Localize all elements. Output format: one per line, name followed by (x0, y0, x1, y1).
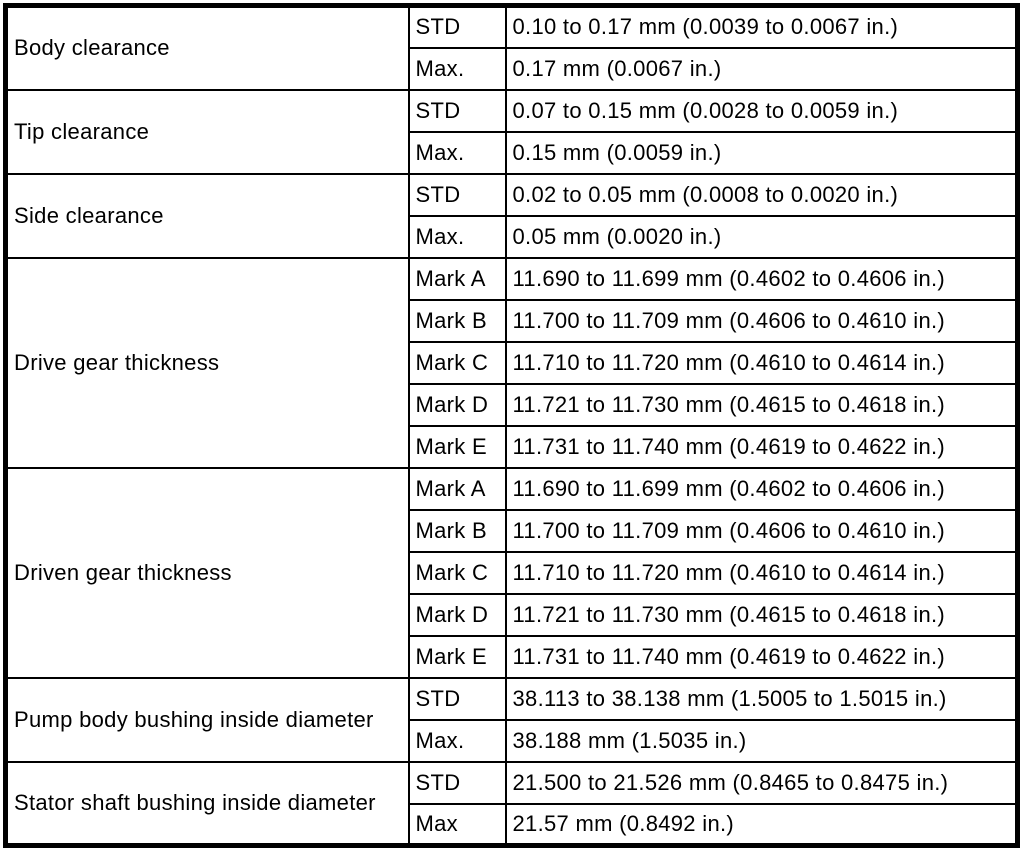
value-cell: 0.02 to 0.05 mm (0.0008 to 0.0020 in.) (504, 172, 1019, 217)
parameter-cell: Drive gear thickness (4, 256, 410, 469)
value-cell: 11.710 to 11.720 mm (0.4610 to 0.4614 in… (504, 550, 1019, 595)
table-row: Driven gear thickness Mark A 11.690 to 11.… (4, 466, 1019, 679)
condition-cell: Mark B (407, 508, 507, 553)
value-cell: 11.700 to 11.709 mm (0.4606 to 0.4610 in… (504, 508, 1019, 553)
condition-cell: Max. (407, 214, 507, 259)
value-cell: 38.113 to 38.138 mm (1.5005 to 1.5015 in… (504, 676, 1019, 721)
specifications-table: Body clearance STD 0.10 to 0.17 mm (0.0039… (3, 3, 1020, 848)
condition-cell: STD (407, 676, 507, 721)
spec-table-body: Body clearance STD 0.10 to 0.17 mm (0.0039… (4, 4, 1019, 847)
parameter-cell: Driven gear thickness (4, 466, 410, 679)
condition-cell: Mark C (407, 550, 507, 595)
table-row: Mark E 11.731 to 11.740 mm (0.4619 to 0.4… (6, 424, 1019, 469)
condition-cell: Max (407, 802, 507, 847)
value-cell: 11.731 to 11.740 mm (0.4619 to 0.4622 in… (504, 424, 1019, 469)
value-cell: 0.05 mm (0.0020 in.) (504, 214, 1019, 259)
condition-cell: Mark E (407, 634, 507, 679)
value-cell: 11.700 to 11.709 mm (0.4606 to 0.4610 in… (504, 298, 1019, 343)
table-row: Mark D 11.721 to 11.730 mm (0.4615 to 0.4… (6, 592, 1019, 637)
value-cell: 11.690 to 11.699 mm (0.4602 to 0.4606 in… (504, 466, 1019, 511)
condition-cell: STD (407, 172, 507, 217)
table-row: Max 21.57 mm (0.8492 in.) (6, 802, 1019, 847)
condition-cell: STD (407, 760, 507, 805)
value-cell: 0.15 mm (0.0059 in.) (504, 130, 1019, 175)
value-cell: 11.721 to 11.730 mm (0.4615 to 0.4618 in… (504, 592, 1019, 637)
table-row: Mark B 11.700 to 11.709 mm (0.4606 to 0.4… (6, 298, 1019, 343)
condition-cell: STD (407, 4, 507, 49)
value-cell: 38.188 mm (1.5035 in.) (504, 718, 1019, 763)
condition-cell: Mark D (407, 382, 507, 427)
condition-cell: Max. (407, 130, 507, 175)
value-cell: 21.500 to 21.526 mm (0.8465 to 0.8475 in… (504, 760, 1019, 805)
condition-cell: Mark A (407, 466, 507, 511)
condition-cell: Mark A (407, 256, 507, 301)
value-cell: 0.10 to 0.17 mm (0.0039 to 0.0067 in.) (504, 4, 1019, 49)
parameter-cell: Body clearance (4, 4, 410, 91)
table-row: Body clearance STD 0.10 to 0.17 mm (0.0039… (4, 4, 1019, 91)
table-row: Max. 38.188 mm (1.5035 in.) (6, 718, 1019, 763)
value-cell: 11.721 to 11.730 mm (0.4615 to 0.4618 in… (504, 382, 1019, 427)
table-row: Stator shaft bushing inside diameter STD 2… (4, 760, 1019, 847)
table-row: Mark E 11.731 to 11.740 mm (0.4619 to 0.4… (6, 634, 1019, 679)
value-cell: 11.731 to 11.740 mm (0.4619 to 0.4622 in… (504, 634, 1019, 679)
parameter-cell: Side clearance (4, 172, 410, 259)
table-row: Tip clearance STD 0.07 to 0.15 mm (0.0028 … (4, 88, 1019, 175)
table-row: Max. 0.05 mm (0.0020 in.) (6, 214, 1019, 259)
value-cell: 21.57 mm (0.8492 in.) (504, 802, 1019, 847)
condition-cell: Max. (407, 46, 507, 91)
table-row: Pump body bushing inside diameter STD 38.1… (4, 676, 1019, 763)
table-row: Drive gear thickness Mark A 11.690 to 11.6… (4, 256, 1019, 469)
condition-cell: Mark E (407, 424, 507, 469)
table-row: Mark C 11.710 to 11.720 mm (0.4610 to 0.4… (6, 340, 1019, 385)
parameter-cell: Tip clearance (4, 88, 410, 175)
table-row: Max. 0.15 mm (0.0059 in.) (6, 130, 1019, 175)
value-cell: 11.690 to 11.699 mm (0.4602 to 0.4606 in… (504, 256, 1019, 301)
parameter-cell: Pump body bushing inside diameter (4, 676, 410, 763)
condition-cell: Max. (407, 718, 507, 763)
value-cell: 0.17 mm (0.0067 in.) (504, 46, 1019, 91)
condition-cell: Mark B (407, 298, 507, 343)
value-cell: 11.710 to 11.720 mm (0.4610 to 0.4614 in… (504, 340, 1019, 385)
table-row: Mark C 11.710 to 11.720 mm (0.4610 to 0.4… (6, 550, 1019, 595)
condition-cell: Mark C (407, 340, 507, 385)
table-row: Mark D 11.721 to 11.730 mm (0.4615 to 0.4… (6, 382, 1019, 427)
condition-cell: STD (407, 88, 507, 133)
parameter-cell: Stator shaft bushing inside diameter (4, 760, 410, 847)
table-row: Mark B 11.700 to 11.709 mm (0.4606 to 0.4… (6, 508, 1019, 553)
table-row: Side clearance STD 0.02 to 0.05 mm (0.0008… (4, 172, 1019, 259)
value-cell: 0.07 to 0.15 mm (0.0028 to 0.0059 in.) (504, 88, 1019, 133)
table-row: Max. 0.17 mm (0.0067 in.) (6, 46, 1019, 91)
condition-cell: Mark D (407, 592, 507, 637)
